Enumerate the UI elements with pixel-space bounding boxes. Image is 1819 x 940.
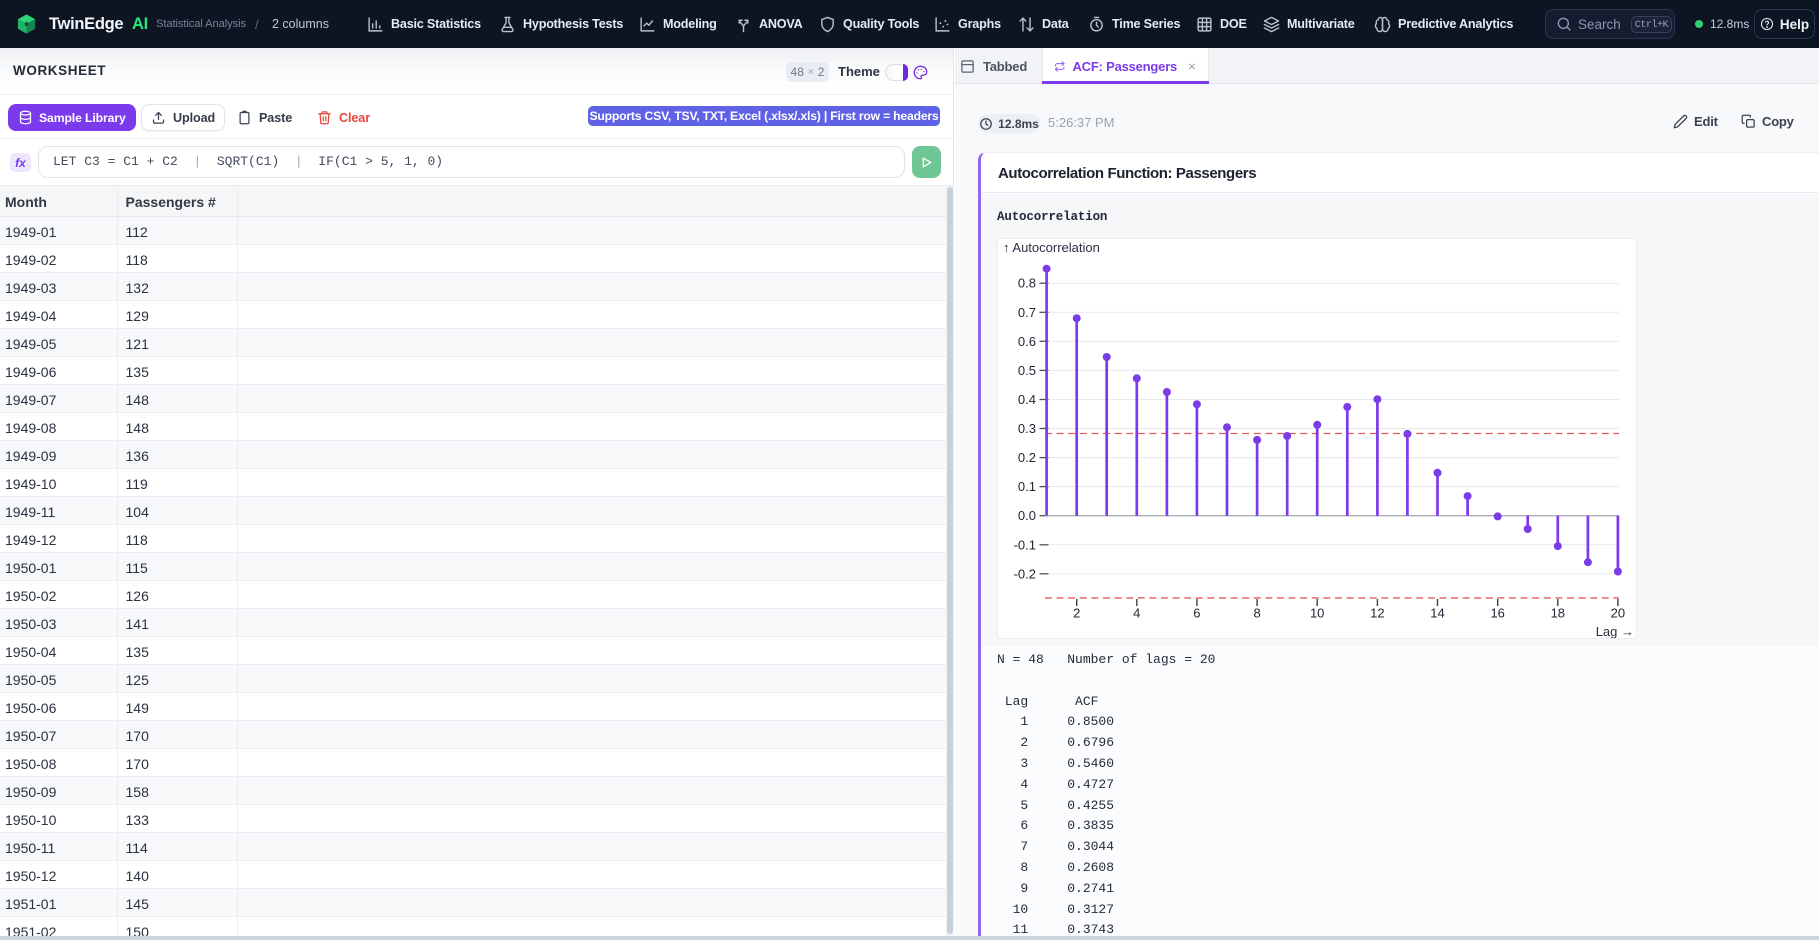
- svg-text:2: 2: [1073, 606, 1080, 621]
- svg-text:0.8: 0.8: [1018, 276, 1036, 291]
- svg-text:0.3: 0.3: [1018, 421, 1036, 436]
- svg-text:0.0: 0.0: [1018, 508, 1036, 523]
- svg-text:4: 4: [1133, 606, 1140, 621]
- svg-text:↑ Autocorrelation: ↑ Autocorrelation: [1003, 240, 1100, 255]
- svg-text:14: 14: [1430, 606, 1444, 621]
- svg-text:0.7: 0.7: [1018, 305, 1036, 320]
- svg-text:0.5: 0.5: [1018, 363, 1036, 378]
- svg-text:10: 10: [1310, 606, 1324, 621]
- svg-text:12: 12: [1370, 606, 1384, 621]
- svg-text:Lag →: Lag →: [1596, 624, 1634, 638]
- svg-text:8: 8: [1253, 606, 1260, 621]
- svg-text:20: 20: [1611, 606, 1625, 621]
- svg-text:16: 16: [1490, 606, 1504, 621]
- svg-text:-0.1: -0.1: [1014, 537, 1036, 552]
- svg-text:0.2: 0.2: [1018, 450, 1036, 465]
- svg-text:0.1: 0.1: [1018, 479, 1036, 494]
- svg-text:18: 18: [1551, 606, 1565, 621]
- svg-text:6: 6: [1193, 606, 1200, 621]
- svg-text:0.6: 0.6: [1018, 334, 1036, 349]
- svg-text:-0.2: -0.2: [1014, 566, 1036, 581]
- svg-text:0.4: 0.4: [1018, 392, 1036, 407]
